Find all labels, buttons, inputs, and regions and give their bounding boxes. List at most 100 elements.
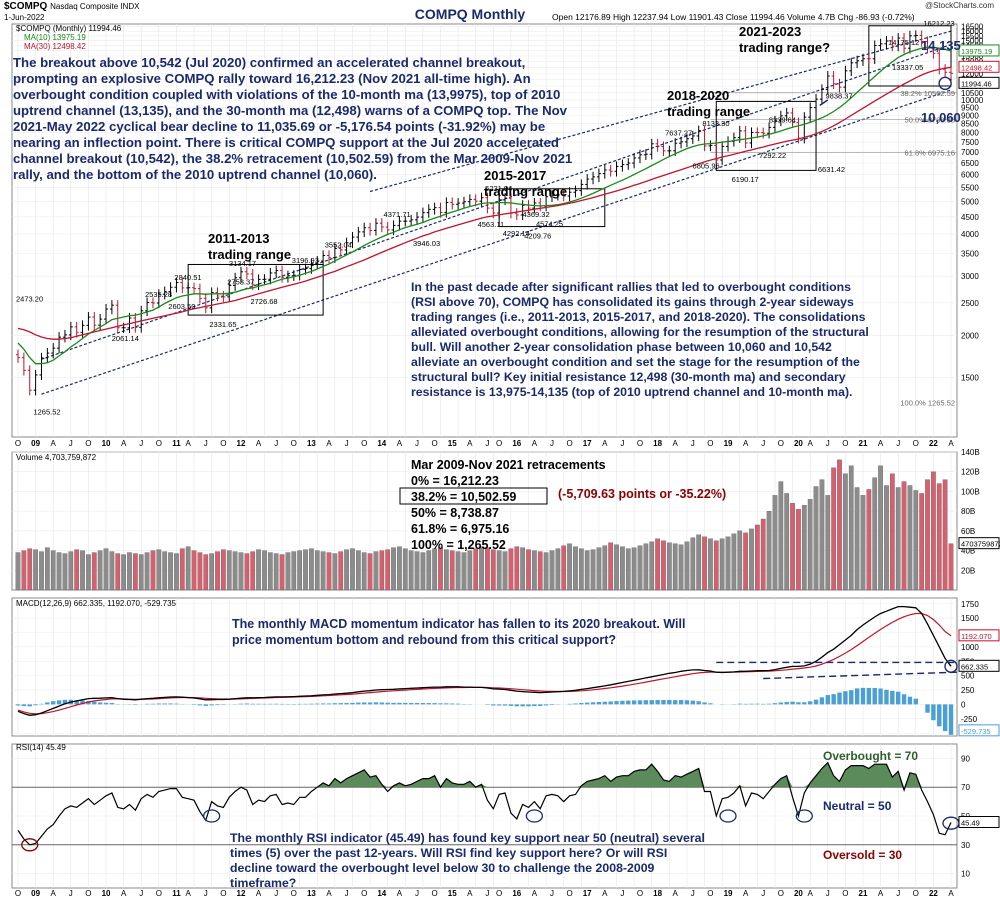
macd-hist-bar xyxy=(813,699,819,705)
macd-hist-bar xyxy=(872,687,877,705)
volume-bar xyxy=(620,546,625,591)
x-axis-label-price: J xyxy=(620,439,624,448)
x-axis-label-bottom: O xyxy=(156,889,162,898)
volume-tick-label: 20B xyxy=(961,566,975,575)
price-point-label: 9838.37 xyxy=(826,91,853,100)
volume-bar xyxy=(549,550,555,591)
x-axis-label-price: O xyxy=(361,439,367,448)
volume-bar xyxy=(303,549,308,591)
price-tick-label: 2000 xyxy=(961,332,979,341)
macd-hist-bar xyxy=(74,700,79,705)
volume-bar xyxy=(420,552,426,591)
macd-hist-bar xyxy=(27,704,32,707)
macd-hist-bar xyxy=(39,703,44,705)
x-axis-label-bottom: A xyxy=(397,889,403,898)
volume-bar xyxy=(766,510,772,591)
macd-hist-bar xyxy=(673,700,678,705)
price-point-label: 4209.76 xyxy=(524,232,551,241)
x-axis-label-bottom: 11 xyxy=(172,889,181,898)
macd-hist-bar xyxy=(273,703,279,705)
volume-bar xyxy=(661,540,666,591)
macd-tick-label: 500 xyxy=(961,672,975,681)
macd-tick-label: 250 xyxy=(961,686,975,695)
price-point-label: 5231.94 xyxy=(485,184,512,193)
price-last-badge: 11994.46 xyxy=(961,79,992,88)
volume-bar xyxy=(825,495,831,591)
macd-hist-bar xyxy=(702,702,707,705)
price-point-label: 3196.93 xyxy=(292,256,319,265)
macd-line xyxy=(17,605,952,716)
x-axis-label-price: A xyxy=(807,439,813,448)
price-tick-label: 6000 xyxy=(961,171,979,180)
volume-bar xyxy=(27,548,33,591)
x-axis-label-price: 22 xyxy=(929,439,938,448)
macd-hist-badge: -529.735 xyxy=(961,727,991,736)
x-axis-label-price: O xyxy=(85,439,91,448)
x-axis-label-price: J xyxy=(274,439,278,448)
x-axis-label-price: O xyxy=(291,439,297,448)
volume-tick-label: 100B xyxy=(961,487,980,496)
price-ma30-badge: 12498.42 xyxy=(961,63,992,72)
price-tick-label: 10000 xyxy=(961,96,984,105)
macd-hist-bar xyxy=(303,703,308,705)
price-tick-label: 5500 xyxy=(961,183,979,192)
x-axis-label-price: O xyxy=(15,439,21,448)
x-axis-label-bottom: 12 xyxy=(237,889,246,898)
macd-hist-bar xyxy=(690,700,696,705)
volume-bar xyxy=(367,553,373,591)
macd-hist-bar xyxy=(661,700,666,705)
volume-bar xyxy=(402,548,408,591)
macd-hist-bar xyxy=(174,703,179,705)
macd-hist-bar xyxy=(878,688,883,705)
volume-bar xyxy=(309,548,314,591)
macd-hist-bar xyxy=(655,700,660,705)
x-axis-label-price: O xyxy=(707,439,713,448)
volume-bar xyxy=(397,546,402,591)
macd-hist-bar xyxy=(549,704,555,705)
fib-label: 38.2% 10502.59 xyxy=(900,89,955,98)
price-tick-label: 5000 xyxy=(961,197,979,206)
macd-hist-bar xyxy=(150,703,156,705)
volume-bar xyxy=(250,551,256,591)
volume-bar xyxy=(866,489,872,591)
fib-label: 100.0% 1265.52 xyxy=(900,399,955,408)
volume-bar xyxy=(884,485,889,591)
volume-bar xyxy=(731,533,737,591)
fib-label: 61.8% 6975.16 xyxy=(905,149,955,158)
volume-bar xyxy=(56,552,62,591)
volume-last-badge-box xyxy=(958,537,1000,550)
macd-hist-bar xyxy=(772,703,778,705)
x-axis-label-bottom: O xyxy=(566,889,572,898)
volume-bar xyxy=(678,544,684,591)
macd-hist-bar xyxy=(379,702,385,705)
macd-hist-bar xyxy=(931,704,936,721)
macd-tick-label: 1750 xyxy=(961,600,979,609)
volume-bar xyxy=(209,553,214,591)
volume-bar xyxy=(778,481,784,591)
macd-hist-bar xyxy=(614,701,619,705)
x-axis-label-price: 16 xyxy=(512,439,521,448)
x-axis-label-bottom: J xyxy=(550,889,554,898)
rsi-tick-label: 90 xyxy=(961,754,970,763)
macd-hist-bar xyxy=(620,700,625,705)
x-axis-label-bottom: A xyxy=(532,889,538,898)
macd-hist-bar xyxy=(103,702,109,705)
macd-hist-bar xyxy=(320,703,326,705)
macd-hist-bar xyxy=(907,696,913,705)
price-point-label: 2753.37 xyxy=(227,278,254,287)
x-axis-label-price: O xyxy=(156,439,162,448)
price-ma10-badge-box xyxy=(958,44,1000,57)
price-point-label: 4574.25 xyxy=(536,219,563,228)
macd-hist-bar xyxy=(532,704,537,707)
volume-bar xyxy=(144,552,150,591)
volume-bar xyxy=(502,551,508,591)
volume-bar xyxy=(455,551,461,591)
volume-bar xyxy=(760,518,766,591)
volume-bar xyxy=(326,552,332,591)
price-point-label: 6805.96 xyxy=(693,161,720,170)
x-axis-label-bottom: A xyxy=(878,889,884,898)
price-tick-label: 2500 xyxy=(961,299,979,308)
macd-hist-bar xyxy=(849,690,854,705)
macd-hist-bar xyxy=(837,692,842,705)
macd-hist-bar xyxy=(567,703,572,705)
